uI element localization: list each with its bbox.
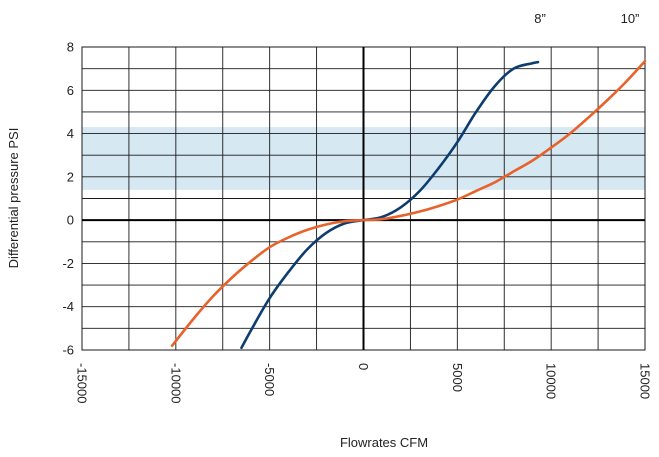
x-tick-label: 15000	[637, 363, 652, 399]
y-tick-label: -2	[62, 256, 74, 271]
y-tick-label: 8	[67, 40, 74, 55]
series-line-10in	[170, 59, 647, 347]
y-axis-title: Differential pressure PSI	[6, 128, 21, 269]
y-tick-label: 6	[67, 83, 74, 98]
series-layer	[170, 59, 647, 350]
y-tick-label: 4	[67, 126, 74, 141]
x-axis-title: Flowrates CFM	[340, 435, 428, 450]
tick-label-layer: -6 -4 -2 0 2 4 6 8 -15000 -10000 -5000 0 5000 10000 15…	[62, 40, 652, 404]
legend-label-10in: 10”	[621, 11, 640, 26]
x-tick-label: -5000	[262, 363, 277, 396]
y-tick-label: -6	[62, 343, 74, 358]
y-tick-label: 0	[67, 213, 74, 228]
y-tick-label: 2	[67, 169, 74, 184]
x-tick-label: -10000	[168, 363, 183, 403]
series-line-8in	[240, 60, 540, 350]
x-tick-label: 5000	[450, 363, 465, 392]
legend-label-8in: 8”	[534, 11, 546, 26]
x-tick-label: -15000	[74, 363, 89, 403]
y-tick-label: -4	[62, 299, 74, 314]
x-tick-label: 10000	[544, 363, 559, 399]
x-tick-label: 0	[356, 363, 371, 370]
